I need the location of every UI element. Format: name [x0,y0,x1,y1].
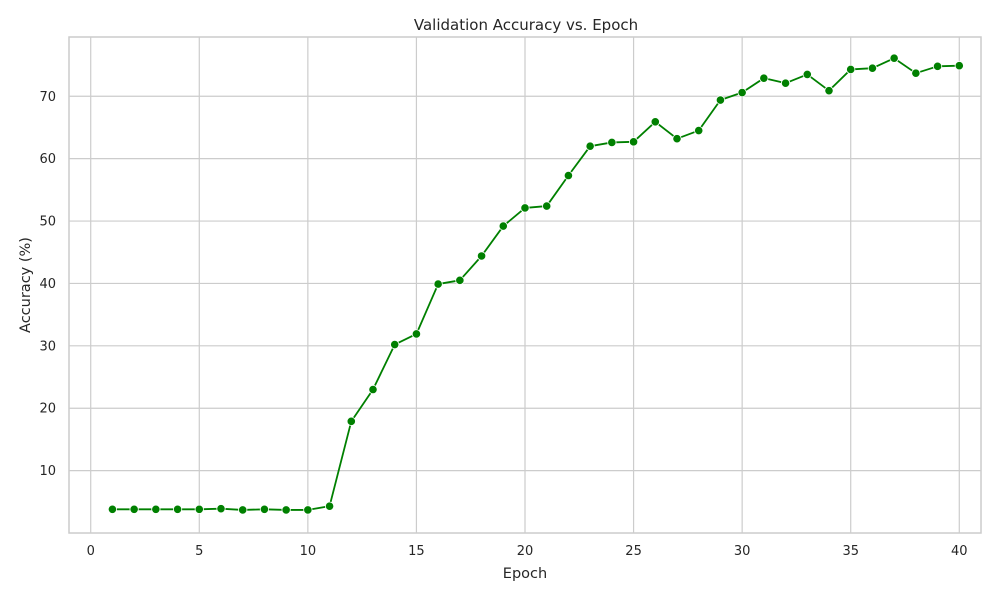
data-point [628,137,639,147]
data-point [585,141,595,151]
series-layer [107,53,964,515]
data-point [433,279,443,289]
data-point [520,203,530,213]
y-tick-label: 30 [39,339,56,354]
y-tick-label: 60 [39,152,56,167]
data-point [216,504,226,514]
y-axis-ticks: 10 20 30 40 50 60 70 [39,90,56,479]
data-point [303,505,313,515]
data-point [672,134,682,144]
y-axis-label: Accuracy (%) [18,237,34,333]
data-point [932,61,943,71]
data-point [281,505,291,515]
data-point [911,68,921,78]
data-point [824,86,834,96]
y-tick-label: 70 [39,90,56,105]
data-point [476,251,487,261]
data-point [759,73,769,83]
data-point [867,63,878,73]
x-tick-label: 35 [842,544,859,559]
x-tick-label: 40 [951,544,968,559]
x-tick-label: 0 [87,544,95,559]
chart-title: Validation Accuracy vs. Epoch [414,16,638,34]
data-point [563,170,574,181]
data-point [390,339,400,350]
x-axis-label: Epoch [503,566,547,582]
y-tick-label: 10 [39,464,56,479]
x-tick-label: 15 [408,544,425,559]
data-point [889,53,899,63]
data-point [151,504,161,514]
series-line [112,57,960,511]
y-tick-label: 20 [39,402,56,417]
plot-frame [68,36,982,534]
data-point [542,201,552,211]
y-tick-label: 50 [39,215,56,230]
data-point [650,117,660,127]
data-point [107,504,118,514]
data-point [715,95,726,105]
y-tick-label: 40 [39,277,56,292]
data-point [368,384,378,395]
data-point [954,61,964,71]
data-point [498,221,508,231]
data-point [194,504,204,514]
data-point [607,137,617,148]
data-point [846,64,856,75]
data-point [455,275,465,285]
x-tick-label: 10 [300,544,317,559]
data-point [238,505,248,515]
data-point [324,501,335,511]
grid-lines [69,37,981,533]
x-tick-label: 30 [734,544,751,559]
data-point [780,78,791,88]
data-point [694,125,704,136]
data-point [129,504,139,514]
x-tick-label: 5 [195,544,203,559]
data-point [802,69,812,80]
data-point [172,504,183,514]
data-point [737,87,747,98]
x-tick-label: 20 [517,544,534,559]
x-axis-ticks: 0 5 10 15 20 25 30 35 40 [87,544,968,559]
data-point [411,329,422,339]
data-point [346,416,356,426]
data-point [259,504,270,514]
x-tick-label: 25 [625,544,642,559]
